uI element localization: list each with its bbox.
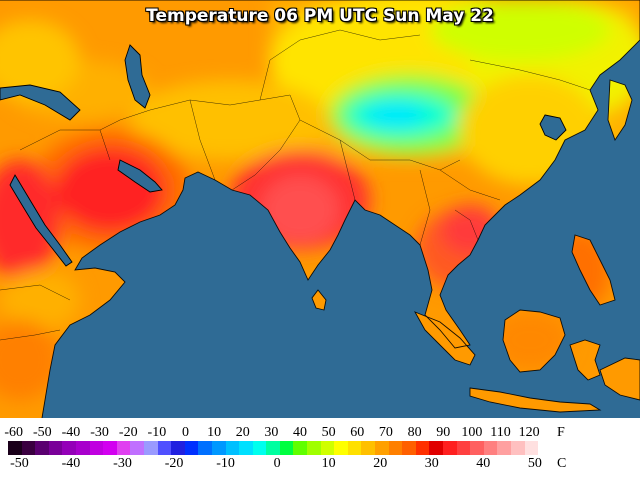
color-swatch: [524, 441, 539, 455]
color-swatch: [211, 441, 226, 455]
celsius-tick-label: -30: [113, 456, 132, 471]
fahrenheit-tick-label: -50: [33, 425, 52, 440]
celsius-tick-label: 30: [424, 456, 439, 471]
color-swatch: [184, 441, 199, 455]
color-swatch: [239, 441, 253, 455]
color-swatch: [415, 441, 430, 455]
celsius-tick-label: 50: [527, 456, 542, 471]
color-swatch: [252, 441, 267, 455]
fahrenheit-tick-label: -20: [118, 425, 138, 440]
color-swatch: [89, 441, 104, 455]
temperature-map: Temperature 06 PM UTC Sun May 22: [0, 0, 640, 418]
color-swatch: [171, 441, 185, 455]
map-graphic: [0, 0, 640, 418]
fahrenheit-tick-label: 110: [490, 425, 511, 440]
celsius-tick-label: -40: [61, 456, 81, 471]
color-swatch: [293, 441, 308, 455]
map-title: Temperature 06 PM UTC Sun May 22: [146, 6, 494, 26]
fahrenheit-tick-label: 80: [407, 425, 422, 440]
fahrenheit-tick-label: 40: [293, 425, 308, 440]
color-swatch: [48, 441, 63, 455]
fahrenheit-tick-label: 30: [264, 425, 279, 440]
celsius-tick-label: 20: [373, 456, 388, 471]
fahrenheit-tick-label: 70: [378, 425, 393, 440]
color-swatch: [225, 441, 240, 455]
color-swatch: [470, 441, 484, 455]
color-swatch: [334, 441, 348, 455]
color-swatch: [279, 441, 294, 455]
color-swatch: [388, 441, 403, 455]
celsius-tick-label: 0: [273, 456, 281, 471]
color-swatch: [429, 441, 443, 455]
color-swatch: [347, 441, 362, 455]
celsius-tick-label: -50: [10, 456, 29, 471]
fahrenheit-tick-label: 50: [321, 425, 336, 440]
celsius-unit-label: C: [557, 456, 567, 471]
color-swatch: [103, 441, 117, 455]
celsius-tick-label: -20: [164, 456, 184, 471]
color-swatch: [157, 441, 172, 455]
fahrenheit-tick-label: -10: [147, 425, 167, 440]
fahrenheit-unit-label: F: [557, 425, 565, 440]
color-swatch: [116, 441, 131, 455]
fahrenheit-tick-label: 60: [350, 425, 365, 440]
color-swatch: [35, 441, 49, 455]
color-swatch: [75, 441, 90, 455]
celsius-tick-label: 10: [321, 456, 336, 471]
fahrenheit-tick-label: -60: [4, 425, 24, 440]
color-swatch: [510, 441, 525, 455]
color-swatch: [483, 441, 498, 455]
color-swatch: [198, 441, 212, 455]
fahrenheit-tick-label: 20: [235, 425, 250, 440]
fahrenheit-tick-label: -40: [61, 425, 81, 440]
color-swatch: [361, 441, 376, 455]
fahrenheit-tick-label: 10: [207, 425, 222, 440]
color-swatch: [143, 441, 158, 455]
color-swatch: [402, 441, 416, 455]
celsius-tick-label: -10: [216, 456, 235, 471]
fahrenheit-tick-label: 100: [461, 425, 483, 440]
color-swatch: [8, 441, 22, 455]
color-swatch: [497, 441, 511, 455]
color-swatch: [130, 441, 144, 455]
celsius-tick-label: 40: [476, 456, 491, 471]
fahrenheit-tick-label: 120: [518, 425, 540, 440]
fahrenheit-tick-label: -30: [90, 425, 109, 440]
color-swatch: [266, 441, 280, 455]
color-swatch: [538, 441, 552, 455]
color-swatch: [21, 441, 36, 455]
color-swatch: [456, 441, 471, 455]
color-swatch: [443, 441, 457, 455]
fahrenheit-tick-label: 90: [436, 425, 451, 440]
color-swatch: [307, 441, 321, 455]
color-swatch: [375, 441, 389, 455]
fahrenheit-tick-label: 0: [182, 425, 190, 440]
color-swatch: [320, 441, 335, 455]
color-swatch: [62, 441, 76, 455]
color-scale-bar: [8, 441, 552, 455]
